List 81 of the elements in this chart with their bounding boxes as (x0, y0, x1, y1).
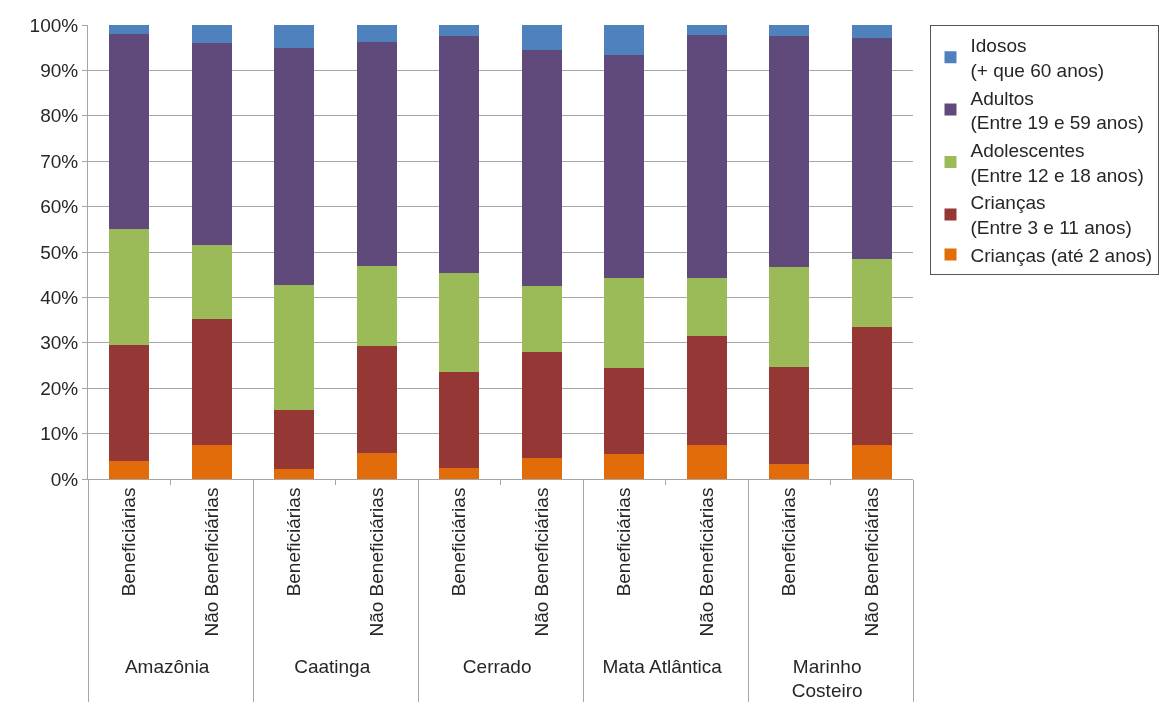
bar (686, 25, 727, 35)
y-tick-label: 0% (50, 468, 79, 490)
bar (686, 278, 727, 336)
bar (356, 265, 397, 347)
x-tick-label: Não Beneficiárias (530, 487, 552, 637)
y-tick-label: 20% (40, 377, 79, 399)
bar (439, 372, 480, 468)
bar (439, 467, 480, 479)
text: Marinho Costeiro (791, 655, 863, 702)
bar (356, 41, 397, 266)
y-tick-label: 80% (40, 105, 79, 127)
bar (851, 444, 892, 479)
bar (356, 453, 397, 479)
x-tick-label: Beneficiárias (778, 487, 800, 597)
x-tick-label: Não Beneficiárias (200, 487, 222, 637)
bar (191, 43, 232, 246)
bar (274, 409, 315, 469)
legend-label: Idosos (+ que 60 anos) (970, 35, 1105, 81)
bar (686, 34, 727, 279)
x-tick-label: Beneficiárias (448, 487, 470, 597)
bar (109, 345, 150, 461)
bar (109, 34, 150, 230)
legend-label: Crianças (Entre 3 e 11 anos) (970, 192, 1132, 239)
x-tick-label: Não Beneficiárias (860, 487, 882, 637)
bar (274, 285, 315, 410)
x-tick-label: Beneficiárias (283, 487, 305, 597)
bar (604, 25, 645, 55)
bar (356, 346, 397, 454)
bar (191, 444, 232, 479)
x-tick-label: Não Beneficiárias (365, 487, 387, 637)
bar (439, 273, 480, 373)
y-tick-label: 30% (40, 332, 79, 354)
bar (769, 366, 810, 464)
bar (604, 368, 645, 455)
bar (769, 266, 810, 367)
y-tick-label: 100% (29, 14, 79, 36)
text: Mata Atlântica (602, 655, 723, 677)
y-tick-label: 10% (40, 423, 79, 445)
bar (521, 286, 562, 352)
bar (274, 468, 315, 479)
bar (109, 460, 150, 479)
x-tick-label: Não Beneficiárias (695, 487, 717, 637)
bar (604, 454, 645, 479)
bar (521, 457, 562, 479)
bar (274, 25, 315, 48)
bar (686, 444, 727, 479)
bar (109, 25, 150, 35)
y-tick-label: 40% (40, 287, 79, 309)
y-tick-label: 70% (40, 150, 79, 172)
bar (769, 25, 810, 36)
bar (604, 277, 645, 369)
bar (109, 229, 150, 346)
bar (521, 351, 562, 458)
legend-label: Crianças (até 2 anos) (970, 244, 1153, 266)
x-tick-label: Beneficiárias (118, 487, 140, 597)
text: Amazônia (124, 655, 210, 677)
bar (851, 326, 892, 445)
bar (356, 25, 397, 42)
bar (521, 49, 562, 287)
bar (274, 47, 315, 286)
text: Caatinga (294, 655, 371, 677)
x-tick-label: Beneficiárias (613, 487, 635, 597)
bar (604, 54, 645, 278)
bar (769, 463, 810, 479)
bar (686, 335, 727, 445)
legend-label: Adolescentes (Entre 12 e 18 anos) (970, 140, 1144, 186)
bar (851, 25, 892, 38)
bar (191, 318, 232, 445)
bar (439, 35, 480, 274)
bar (191, 25, 232, 44)
legend-label: Adultos (Entre 19 e 59 anos) (970, 87, 1144, 134)
bar (769, 35, 810, 267)
bar (851, 259, 892, 327)
bar (439, 25, 480, 36)
bar (851, 37, 892, 260)
bar (191, 245, 232, 319)
y-tick-label: 90% (40, 60, 79, 82)
bar (521, 25, 562, 50)
y-tick-label: 60% (40, 196, 79, 218)
y-tick-label: 50% (40, 241, 79, 263)
text: Cerrado (462, 655, 532, 677)
